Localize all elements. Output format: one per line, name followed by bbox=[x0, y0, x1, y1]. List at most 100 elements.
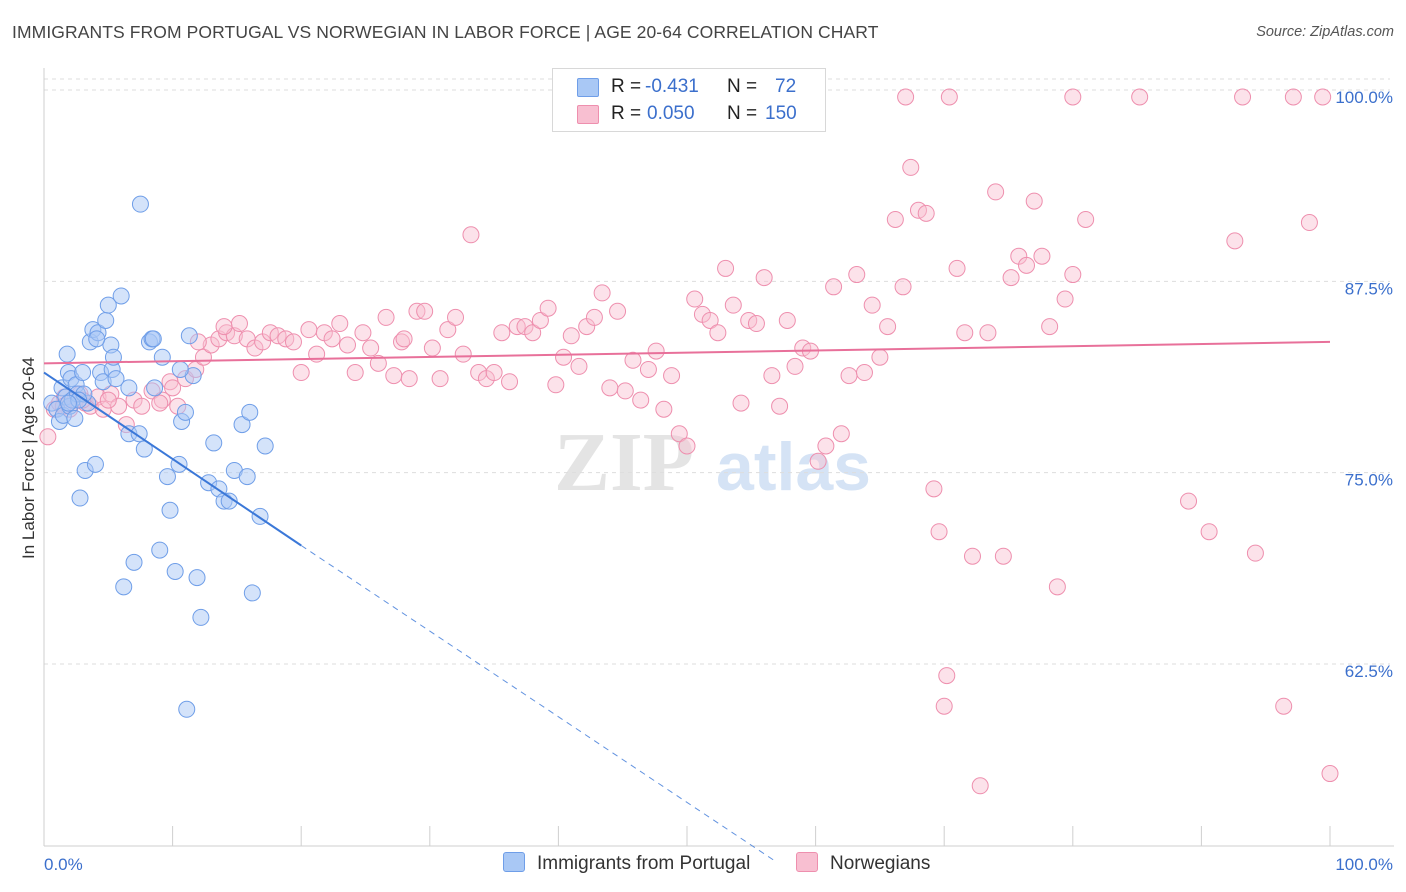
norwegians-point bbox=[1180, 492, 1198, 510]
norwegians-point bbox=[686, 290, 704, 308]
norwegians-point bbox=[1275, 697, 1293, 715]
norwegians-point bbox=[1025, 192, 1043, 210]
norwegians-point bbox=[462, 226, 480, 244]
norwegians-point bbox=[987, 183, 1005, 201]
norwegians-point bbox=[562, 327, 580, 345]
norwegians-point bbox=[809, 452, 827, 470]
norwegians-point bbox=[897, 88, 915, 106]
norwegians-point bbox=[701, 311, 719, 329]
norwegians-point bbox=[323, 330, 341, 348]
norwegians-point bbox=[570, 357, 588, 375]
norwegians-point bbox=[1284, 88, 1302, 106]
norwegians-point bbox=[832, 425, 850, 443]
norwegians-point bbox=[423, 339, 441, 357]
y-tick-label: 87.5% bbox=[1345, 279, 1393, 298]
norwegians-point bbox=[855, 364, 873, 382]
norwegians-point bbox=[1056, 290, 1074, 308]
norwegians-point bbox=[153, 391, 171, 409]
norwegians-point bbox=[639, 360, 657, 378]
norwegians-point bbox=[930, 523, 948, 541]
norwegians-point bbox=[416, 302, 434, 320]
norwegians-point bbox=[879, 318, 897, 336]
norwegians-point bbox=[400, 370, 418, 388]
norwegians-point bbox=[284, 333, 302, 351]
norwegians-point bbox=[133, 397, 151, 415]
portugal-trend-extension bbox=[300, 545, 778, 863]
portugal-point bbox=[178, 700, 196, 718]
tick-labels: 100.0% 87.5% 75.0% 62.5% 0.0% 100.0% bbox=[44, 88, 1393, 874]
y-tick-label: 75.0% bbox=[1345, 471, 1393, 490]
portugal-point bbox=[256, 437, 274, 455]
norwegians-point bbox=[963, 547, 981, 565]
portugal-point bbox=[115, 578, 133, 596]
norwegians-point bbox=[395, 330, 413, 348]
portugal-point bbox=[188, 569, 206, 587]
norwegians-point bbox=[585, 308, 603, 326]
portugal-point bbox=[120, 379, 138, 397]
norwegians-point bbox=[362, 339, 380, 357]
norwegians-swatch bbox=[577, 105, 599, 124]
portugal-point bbox=[125, 553, 143, 571]
norwegians-point bbox=[547, 376, 565, 394]
axes bbox=[43, 68, 1394, 847]
norwegians-point bbox=[338, 336, 356, 354]
portugal-point bbox=[130, 425, 148, 443]
portugal-point bbox=[112, 287, 130, 305]
norwegians-point bbox=[917, 204, 935, 222]
norwegians-point bbox=[971, 777, 989, 795]
norwegians-point bbox=[493, 324, 511, 342]
norwegians-point bbox=[110, 397, 128, 415]
norwegians-point bbox=[1033, 247, 1051, 265]
norwegians-point bbox=[886, 210, 904, 228]
norwegians-point bbox=[786, 357, 804, 375]
norwegians-point bbox=[902, 158, 920, 176]
norwegians-point bbox=[778, 311, 796, 329]
norwegians-point bbox=[431, 370, 449, 388]
norwegians-point bbox=[346, 364, 364, 382]
portugal-point bbox=[131, 195, 149, 213]
portugal-point bbox=[71, 489, 89, 507]
portugal-point bbox=[205, 434, 223, 452]
norwegians-point bbox=[871, 348, 889, 366]
x-tick-label: 0.0% bbox=[44, 855, 83, 874]
norwegians-point bbox=[1048, 578, 1066, 596]
norwegians-point bbox=[1064, 88, 1082, 106]
norwegians-point bbox=[1018, 256, 1036, 274]
norwegians-point bbox=[763, 367, 781, 385]
norwegians-point bbox=[863, 296, 881, 314]
stats-row-portugal: R = -0.431 N = 72 bbox=[553, 73, 825, 101]
portugal-swatch bbox=[577, 78, 599, 97]
stats-row-norwegians: R = 0.050 N = 150 bbox=[553, 100, 825, 128]
norwegians-point bbox=[1002, 269, 1020, 287]
norwegians-point bbox=[215, 318, 233, 336]
norwegians-point bbox=[454, 345, 472, 363]
gridlines bbox=[44, 78, 1390, 665]
portugal-point bbox=[176, 403, 194, 421]
portugal-point bbox=[192, 608, 210, 626]
norwegians-point bbox=[632, 391, 650, 409]
norwegians-point bbox=[894, 278, 912, 296]
portugal-point bbox=[146, 379, 164, 397]
norwegians-point bbox=[670, 425, 688, 443]
chart-source: Source: ZipAtlas.com bbox=[1256, 24, 1394, 40]
norwegians-point bbox=[940, 88, 958, 106]
norwegians-point bbox=[593, 284, 611, 302]
watermark-zip: ZIP bbox=[554, 416, 694, 509]
norwegians-point bbox=[151, 394, 169, 412]
norwegians-point bbox=[817, 437, 835, 455]
norwegians-point bbox=[771, 397, 789, 415]
portugal-point bbox=[241, 403, 259, 421]
portugal-point bbox=[99, 296, 117, 314]
r-value: -0.431 bbox=[645, 76, 699, 97]
norwegians-point bbox=[678, 437, 696, 455]
norwegians-point bbox=[393, 333, 411, 351]
norwegians-point bbox=[724, 296, 742, 314]
portugal-point bbox=[97, 311, 115, 329]
portugal-point bbox=[233, 416, 251, 434]
norwegians-point bbox=[447, 308, 465, 326]
norwegians-point bbox=[848, 266, 866, 284]
norwegians-point bbox=[1064, 266, 1082, 284]
norwegians-point bbox=[539, 299, 557, 317]
portugal-point bbox=[220, 492, 238, 510]
